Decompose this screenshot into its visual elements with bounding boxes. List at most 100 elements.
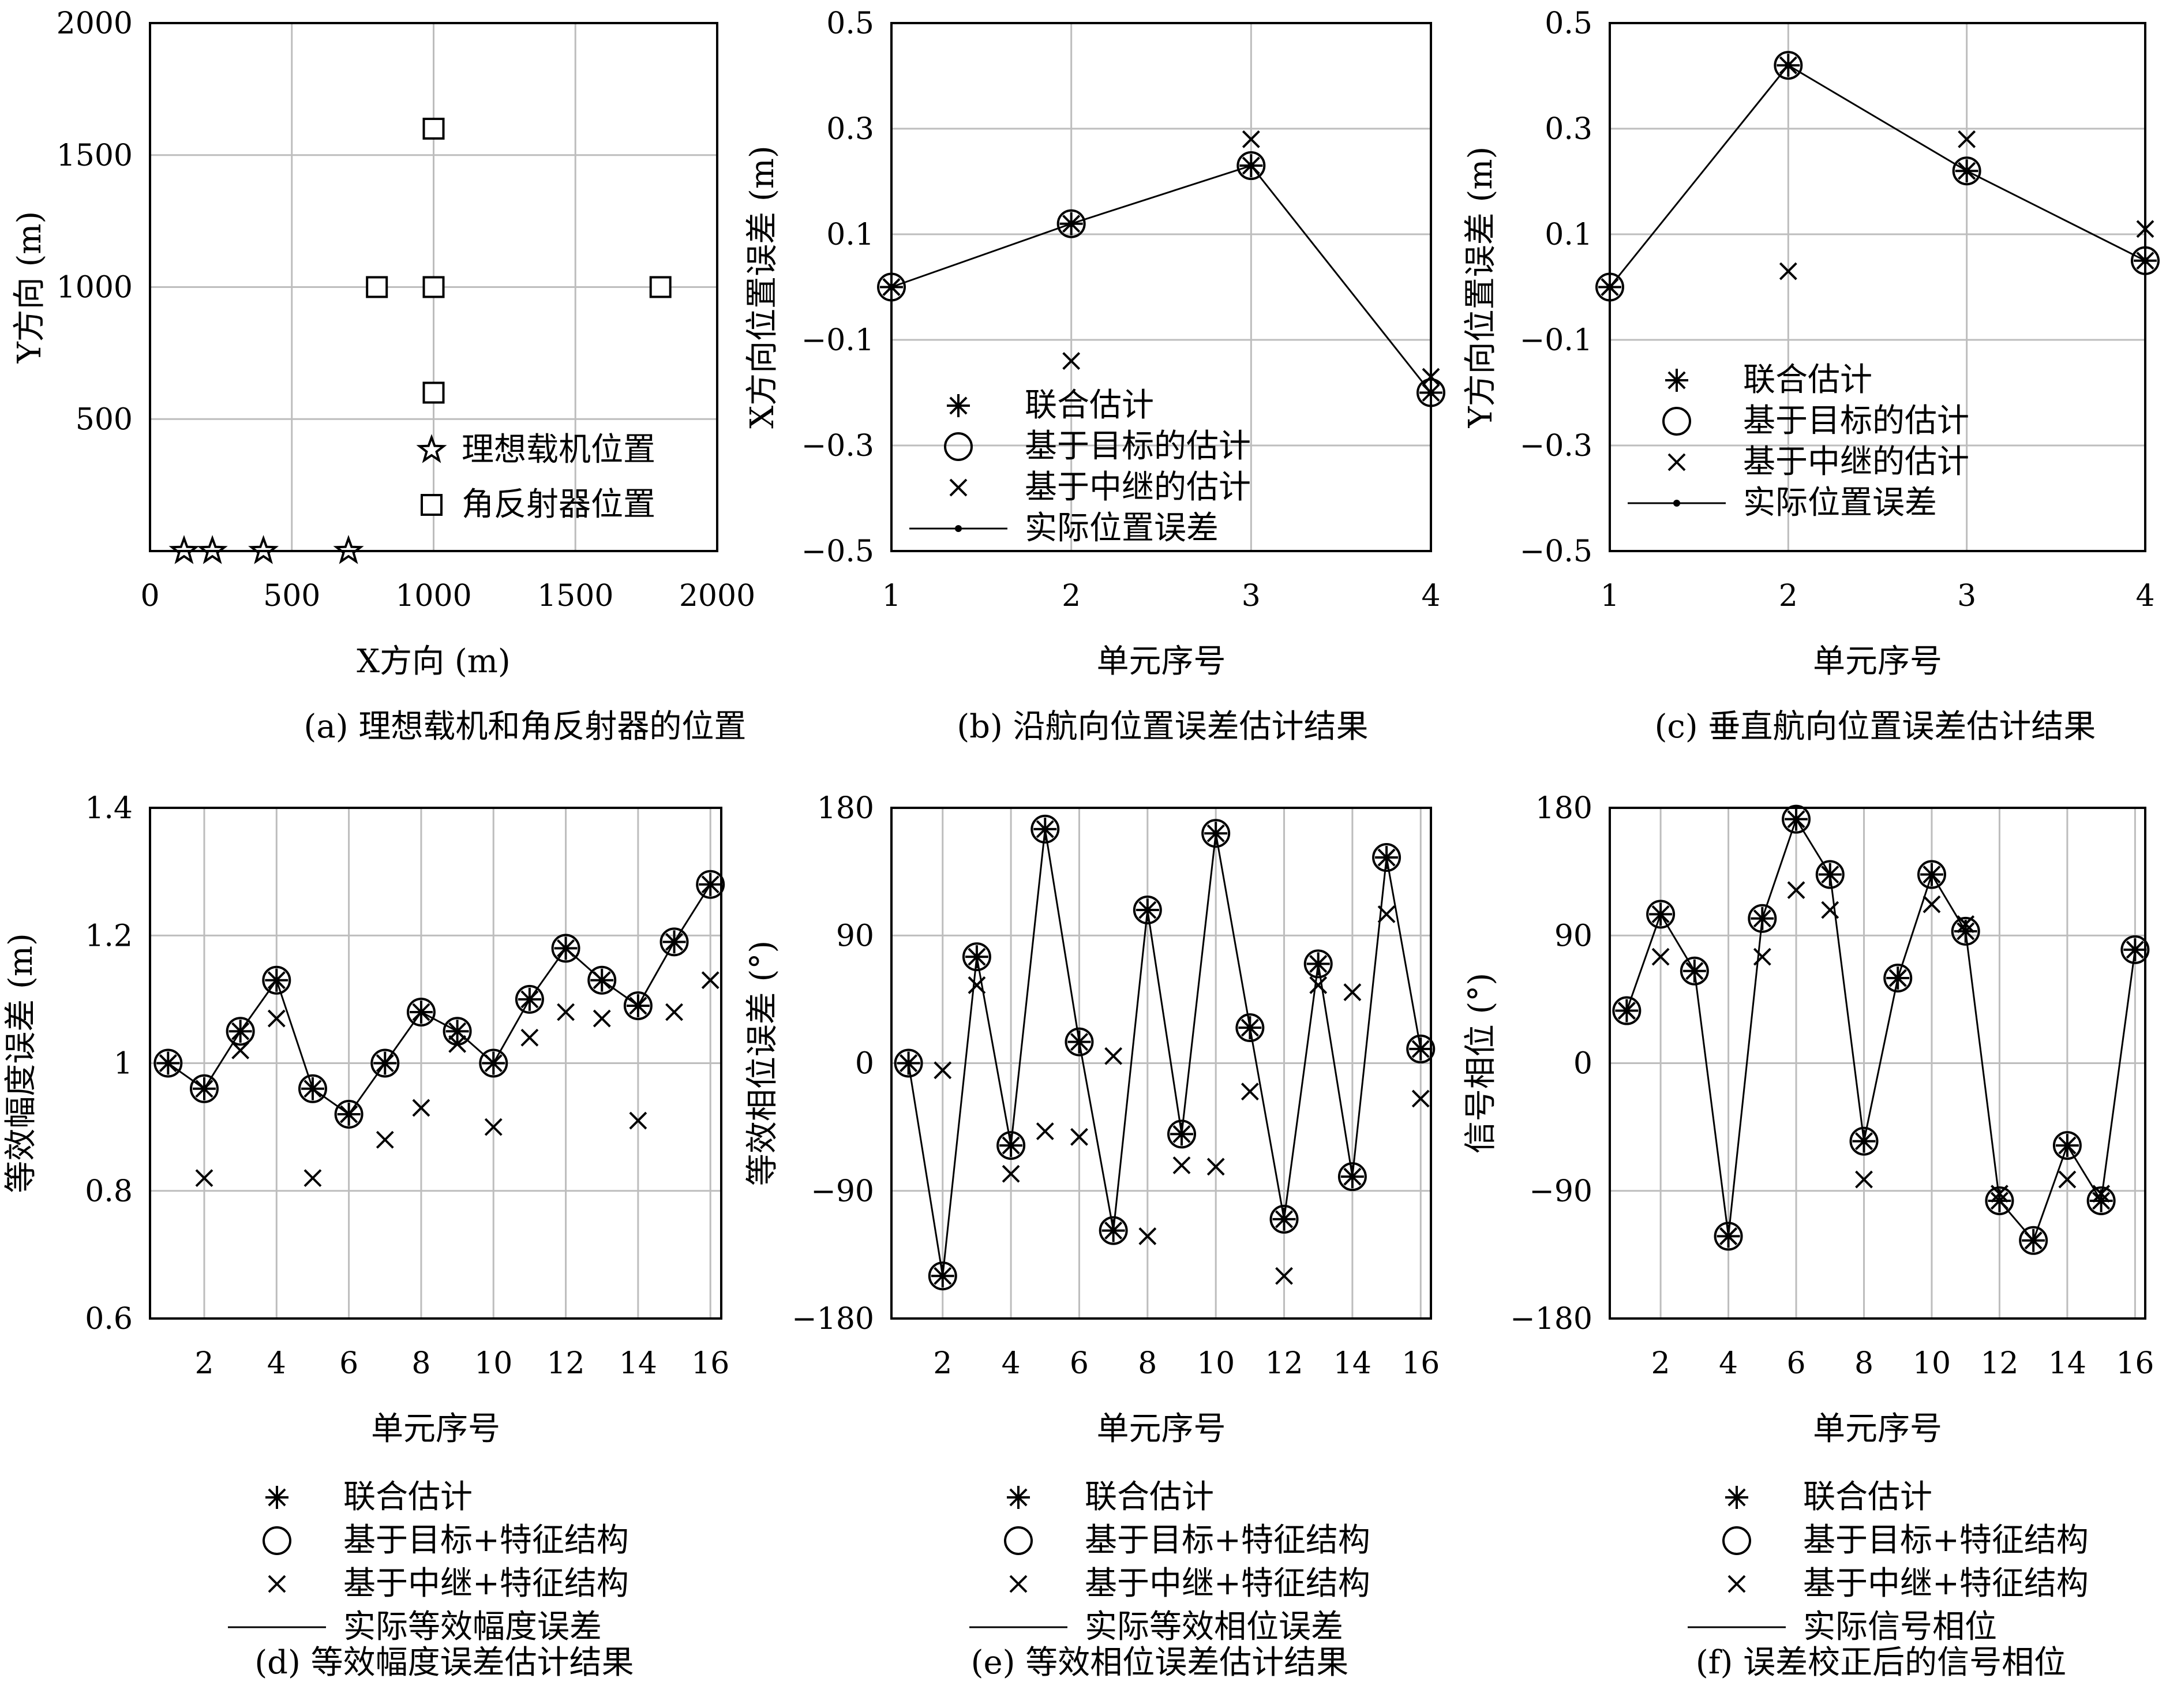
panel-d-circle-point [334, 1100, 363, 1129]
panel-f-y-axis-label: 信号相位 (°) [1462, 973, 1500, 1154]
panel-e-plot-frame [890, 807, 1432, 1320]
panel-d-x-point [701, 971, 719, 990]
panel-e-circle-point [1372, 843, 1401, 872]
panel-a-star-point [197, 535, 228, 564]
panel-d-legend-label: 基于目标+特征结构 [343, 1522, 629, 1559]
panel-f-x-point [2092, 1185, 2111, 1203]
panel-d-x-point [412, 1099, 430, 1117]
panel-f-circle-point [1951, 916, 1980, 946]
panel-f-legend-label: 基于目标+特征结构 [1803, 1522, 2089, 1559]
panel-f-x-point [1651, 947, 1670, 966]
panel-d-x-point [340, 1105, 358, 1123]
panel-a-legend-swatch [416, 434, 447, 463]
panel-a-star-point [333, 535, 364, 564]
panel-d-legend-swatch [268, 1575, 286, 1593]
panel-f-x-point [1719, 1227, 1737, 1245]
panel-a-x-tick-label: 2000 [679, 579, 755, 613]
panel-d-circle-point [226, 1017, 255, 1046]
panel-f-y-tick-label: 180 [1535, 791, 1592, 826]
panel-e-asterisk-point [1204, 822, 1228, 845]
panel-d-x-point [448, 1035, 467, 1053]
panel-e-x-point [1411, 1089, 1430, 1108]
panel-c-x-tick-label: 1 [1600, 579, 1619, 613]
panel-e-circle-point [996, 1131, 1026, 1160]
panel-c-asterisk-point [1777, 54, 1800, 77]
panel-e-x-point [1309, 976, 1328, 994]
panel-e-x-point [968, 976, 986, 994]
panel-d-x-point [593, 1009, 611, 1028]
panel-b-legend-dot-swatch [955, 525, 962, 532]
panel-d-y-tick-label: 0.6 [85, 1302, 133, 1336]
panel-a-star-point [168, 535, 200, 564]
panel-d-circle-point [406, 998, 436, 1027]
panel-c-y-tick-label: −0.3 [1520, 429, 1592, 463]
panel-e-asterisk-point [931, 1264, 954, 1288]
panel-e-y-tick-label: 180 [817, 791, 874, 826]
panel-e-x-point [934, 1061, 952, 1080]
panel-f-x-point [1991, 1185, 2008, 1203]
panel-a-square-point [366, 276, 388, 298]
panel-e-circle-point [928, 1261, 957, 1291]
panel-f-asterisk-point [1852, 1129, 1876, 1153]
panel-f-asterisk-point [1920, 863, 1943, 886]
panel-a-square-point [422, 118, 445, 140]
panel-f-circle-point [1883, 964, 1913, 992]
panel-f-x-tick-label: 6 [1786, 1346, 1805, 1381]
panel-e-legend-swatch [1004, 1526, 1033, 1555]
panel-e-x-tick-label: 2 [933, 1346, 952, 1381]
panel-f-y-tick-label: −180 [1510, 1302, 1592, 1336]
panel-a-legend-label: 理想载机位置 [462, 431, 655, 469]
panel-d-circle-point [587, 965, 617, 995]
panel-e-x-tick-label: 12 [1265, 1346, 1303, 1381]
panel-c-y-tick-label: 0.5 [1545, 6, 1592, 41]
panel-b-x-tick-label: 1 [882, 579, 901, 613]
panel-e-x-point [1036, 1122, 1054, 1140]
panel-f-legend-swatch [1722, 1526, 1751, 1555]
panel-d-x-tick-label: 2 [194, 1346, 213, 1381]
panel-a-x-axis-label: X方向 (m) [357, 643, 510, 680]
panel-e-x-tick-label: 6 [1070, 1346, 1089, 1381]
panel-e-asterisk-point [965, 945, 988, 969]
panel-b-y-tick-label: −0.3 [801, 429, 874, 463]
panel-e-x-tick-label: 4 [1002, 1346, 1021, 1381]
panel-b-y-axis-label: X方向位置误差 (m) [744, 145, 781, 428]
panel-e-y-tick-label: 90 [836, 919, 874, 953]
panel-f-x-tick-label: 2 [1651, 1346, 1670, 1381]
panel-f-x-point [1753, 947, 1771, 966]
panel-e-y-axis-label: 等效相位误差 (°) [744, 941, 781, 1186]
panel-d-asterisk-point [373, 1051, 397, 1075]
panel-d-y-tick-label: 1.2 [85, 919, 133, 953]
panel-f-asterisk-point [1649, 902, 1673, 926]
panel-f-circle-point [1815, 860, 1845, 889]
panel-e-x-point [1241, 1083, 1259, 1101]
panel-f-x-point [1855, 1170, 1873, 1189]
panel-a-y-axis-label: Y方向 (m) [11, 211, 48, 364]
panel-e-asterisk-point [1306, 952, 1330, 976]
panel-b-x-point [1062, 352, 1081, 370]
panel-c-x-tick-label: 3 [1957, 579, 1976, 613]
panel-e-x-point [900, 1054, 918, 1072]
panel-f-circle-point [1646, 900, 1676, 929]
panel-b-y-tick-label: 0.5 [826, 6, 874, 41]
panel-e-caption: (e) 等效相位误差估计结果 [971, 1644, 1349, 1681]
panel-f-x-tick-label: 4 [1719, 1346, 1738, 1381]
panel-a-y-tick-label: 500 [76, 402, 133, 437]
panel-b-circle-point [1236, 151, 1266, 181]
panel-c-legend-swatch [1665, 369, 1688, 392]
panel-e-x-point [1002, 1164, 1020, 1183]
panel-f-asterisk-point [1818, 863, 1842, 886]
panel-f-x-point [2058, 1170, 2077, 1189]
panel-e-circle-point [1269, 1204, 1299, 1234]
panel-d-asterisk-point [662, 930, 686, 954]
panel-b-x-tick-label: 3 [1242, 579, 1261, 613]
panel-d-x-tick-label: 6 [339, 1346, 358, 1381]
panel-d-asterisk-point [192, 1077, 216, 1100]
panel-b-asterisk-point [1059, 212, 1083, 235]
panel-b-y-tick-label: 0.1 [826, 218, 874, 252]
legend-layer [228, 369, 1786, 1628]
panel-a-x-tick-label: 1000 [395, 579, 471, 613]
panel-c-x-point [1779, 262, 1797, 280]
panel-c-y-axis-label: Y方向位置误差 (m) [1462, 147, 1500, 429]
panel-d-asterisk-point [626, 994, 650, 1017]
panel-f-x-point [2126, 941, 2144, 959]
